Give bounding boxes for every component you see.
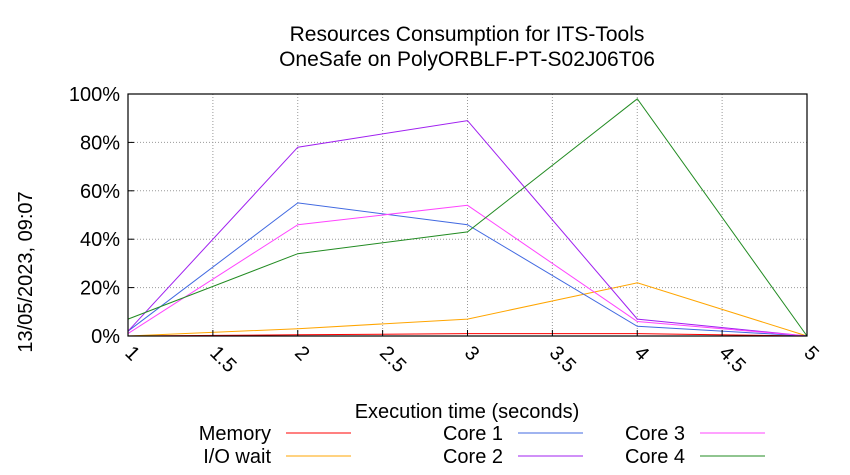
y-tick-label: 0% <box>91 326 120 348</box>
y-tick-label: 40% <box>80 229 120 251</box>
x-axis: 1 1.5 2 2.5 3 3.5 4 4.5 5 <box>120 330 823 377</box>
y-tick-label: 60% <box>80 181 120 203</box>
timestamp: 13/05/2023, 09:07 <box>15 191 37 352</box>
x-tick-label: 3 <box>460 342 483 365</box>
legend-label: Core 3 <box>625 423 685 445</box>
x-tick-label: 3.5 <box>545 342 580 377</box>
y-tick-label: 100% <box>69 84 120 106</box>
y-tick-label: 80% <box>80 132 120 154</box>
x-tick-label: 1 <box>120 342 143 365</box>
legend-label: Core 1 <box>443 423 503 445</box>
legend-label: Core 4 <box>625 446 685 468</box>
chart-title: Resources Consumption for ITS-Tools <box>290 23 645 46</box>
x-tick-label: 2.5 <box>375 342 410 377</box>
legend-label: Core 2 <box>443 446 503 468</box>
series-line-i-o-wait <box>127 282 808 337</box>
legend-label: I/O wait <box>203 446 271 468</box>
legend-label: Memory <box>199 423 271 445</box>
series-line-core-1 <box>127 202 808 337</box>
x-tick-label: 2 <box>290 342 313 365</box>
y-tick-label: 20% <box>80 278 120 300</box>
series-line-core-4 <box>127 98 808 337</box>
grid <box>128 94 807 336</box>
x-tick-label: 5 <box>799 342 822 365</box>
series-line-core-2 <box>127 120 808 337</box>
x-tick-label: 4 <box>630 342 653 365</box>
x-tick-label: 4.5 <box>715 342 750 377</box>
chart-subtitle: OneSafe on PolyORBLF-PT-S02J06T06 <box>279 48 655 71</box>
y-axis: 0% 20% 40% 60% 80% 100% <box>69 84 134 348</box>
x-axis-label: Execution time (seconds) <box>355 401 580 423</box>
series-line-core-3 <box>127 204 808 337</box>
x-tick-label: 1.5 <box>205 342 240 377</box>
